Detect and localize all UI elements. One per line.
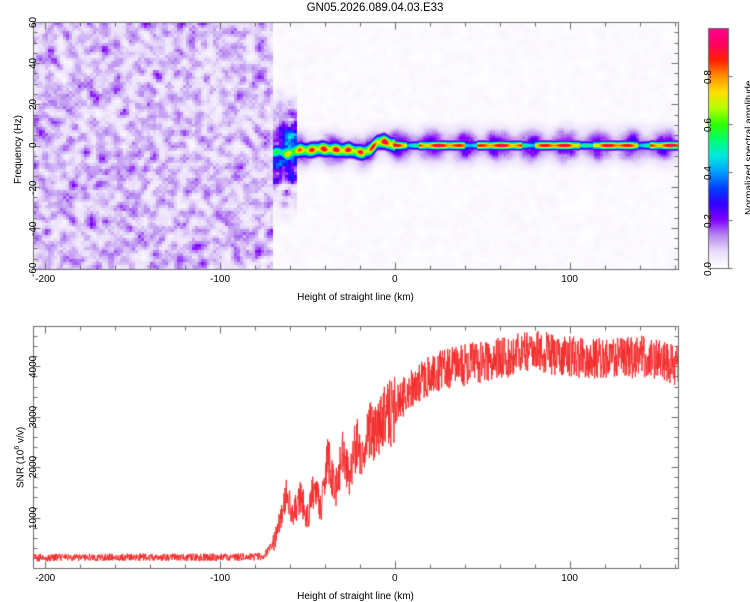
figure-root: GN05.2026.089.04.03.E33 Height of straig… — [0, 0, 750, 602]
plot-canvas — [0, 0, 750, 600]
